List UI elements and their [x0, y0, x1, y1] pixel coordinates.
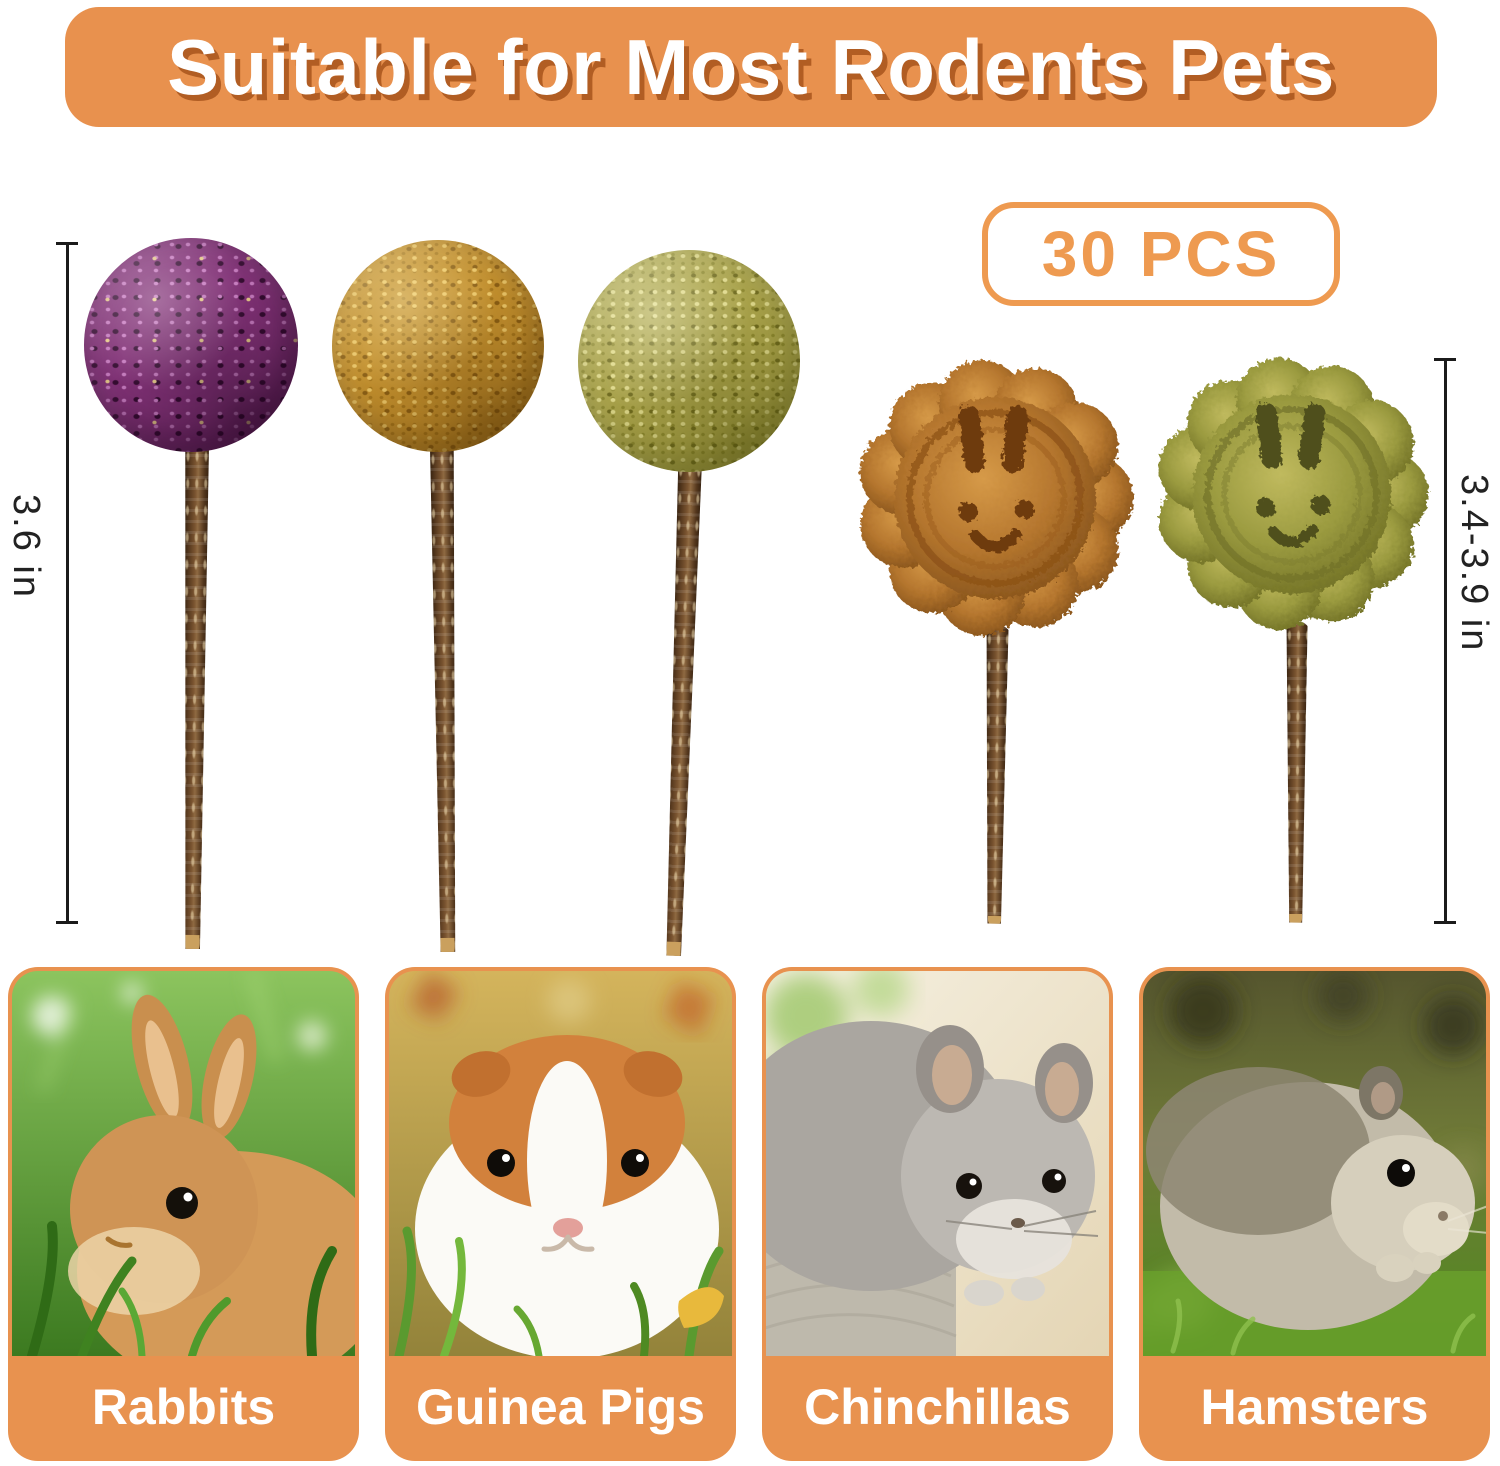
hamster-photo: [1143, 971, 1486, 1356]
pcs-badge: 30 PCS: [982, 202, 1340, 306]
left-measure-label: 3.6 in: [5, 494, 47, 599]
pet-label: Chinchillas: [804, 1378, 1071, 1435]
flower-lollipop-brown: [860, 360, 1134, 636]
banner: Suitable for Most Rodents Pets: [65, 7, 1437, 127]
pet-card-label-strip: Hamsters: [1143, 1356, 1486, 1457]
pet-card-label-strip: Chinchillas: [766, 1356, 1109, 1457]
chinchilla-photo: [766, 971, 1109, 1356]
right-measure-label: 3.4-3.9 in: [1453, 474, 1495, 653]
left-measure-cap-bottom: [56, 921, 78, 924]
ball-lollipop-gold-stick: [428, 446, 460, 956]
pet-card-rabbits: Rabbits: [8, 967, 359, 1461]
ball-lollipop-purple: [84, 238, 298, 452]
guinea-pig-photo: [389, 971, 732, 1356]
flower-lollipop-green-stick: [1283, 622, 1309, 925]
bunny-face-carving: [1256, 403, 1331, 518]
flower-lollipop-brown-stick: [981, 626, 1010, 926]
rabbit-photo: [12, 971, 355, 1356]
right-measure-cap-top: [1434, 358, 1456, 361]
pcs-badge-label: 30 PCS: [1041, 218, 1281, 290]
pet-card-guinea-pigs: Guinea Pigs: [385, 967, 736, 1461]
flower-lollipop-green: [1158, 358, 1429, 630]
banner-title: Suitable for Most Rodents Pets: [167, 22, 1335, 111]
left-measure-cap-top: [56, 242, 78, 245]
pet-label: Hamsters: [1200, 1378, 1429, 1435]
right-measure-line: [1444, 358, 1447, 924]
bunny-face-carving: [958, 405, 1035, 522]
right-measure-cap-bottom: [1434, 921, 1456, 924]
pet-card-chinchillas: Chinchillas: [762, 967, 1113, 1461]
ball-lollipop-green-stick: [659, 458, 704, 961]
pet-card-label-strip: Rabbits: [12, 1356, 355, 1457]
pet-card-hamsters: Hamsters: [1139, 967, 1490, 1461]
pet-card-label-strip: Guinea Pigs: [389, 1356, 732, 1457]
left-measure-line: [66, 242, 69, 924]
pet-label: Guinea Pigs: [416, 1378, 705, 1435]
ball-lollipop-gold: [332, 240, 544, 452]
pet-label: Rabbits: [91, 1378, 276, 1435]
ball-lollipop-green: [578, 250, 800, 472]
ball-lollipop-purple-stick: [178, 443, 210, 953]
